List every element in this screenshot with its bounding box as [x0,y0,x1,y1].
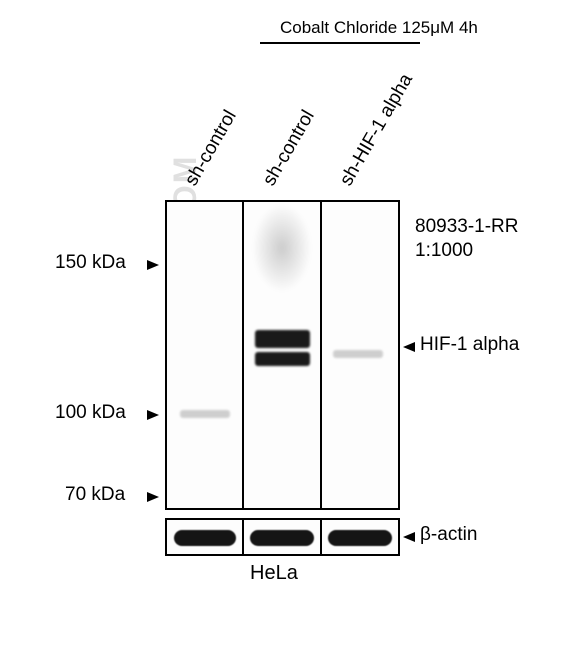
band-main-lane2a [255,330,310,348]
antibody-dilution-label: 1:1000 [415,240,473,262]
loading-band-3 [328,530,392,546]
arrow-left-icon [403,342,415,352]
loading-control-label: β-actin [420,524,477,546]
lane-label-1: sh-control [181,107,242,190]
loading-band-2 [250,530,314,546]
arrow-right-icon [147,492,159,502]
lane-separator [242,518,244,556]
antibody-catalog-label: 80933-1-RR [415,216,519,238]
lane-separator [320,518,322,556]
mw-label-150: 150 kDa [55,252,126,274]
band-main-lane2b [255,352,310,366]
loading-band-1 [174,530,236,546]
target-protein-label: HIF-1 alpha [420,334,519,356]
lane-separator [320,200,322,510]
arrow-left-icon [403,532,415,542]
mw-label-100: 100 kDa [55,402,126,424]
cell-line-label: HeLa [250,562,298,585]
treatment-underline [260,42,420,44]
arrow-right-icon [147,260,159,270]
lane-label-3: sh-HIF-1 alpha [336,70,418,190]
mw-label-70: 70 kDa [65,484,125,506]
western-blot-figure: Cobalt Chloride 125μM 4h sh-control sh-c… [0,0,580,650]
band-smear-lane2 [252,203,312,293]
arrow-right-icon [147,410,159,420]
lane-label-2: sh-control [259,107,320,190]
band-faint-lane1 [180,410,230,418]
lane-separator [242,200,244,510]
band-faint-lane3 [333,350,383,358]
treatment-label: Cobalt Chloride 125μM 4h [280,18,478,38]
